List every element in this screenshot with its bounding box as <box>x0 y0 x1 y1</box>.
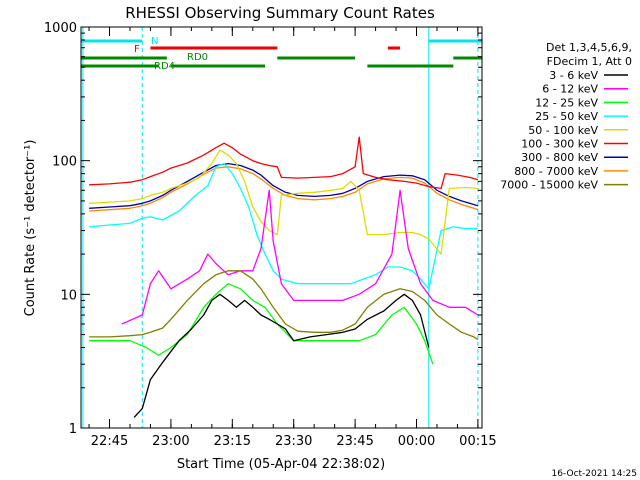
y-tick-label: 10 <box>60 288 77 303</box>
legend-label: 6 - 12 keV <box>542 83 598 96</box>
legend-header-line: FDecim 1, Att 0 <box>547 55 632 68</box>
legend-label: 100 - 300 keV <box>521 138 598 151</box>
series-line-5 <box>89 136 479 190</box>
legend-label: 3 - 6 keV <box>549 69 598 82</box>
rd4-flag-label: RD4 <box>154 61 175 72</box>
x-tick-label: 22:45 <box>91 434 128 449</box>
series-line-2 <box>89 283 434 365</box>
legend-label: 50 - 100 keV <box>528 124 598 137</box>
timestamp: 16-Oct-2021 14:25 <box>552 469 637 479</box>
x-tick-label: 00:15 <box>459 434 496 449</box>
x-tick-label: 23:30 <box>275 434 312 449</box>
legend-label: 7000 - 15000 keV <box>500 179 598 192</box>
series-line-6 <box>89 162 479 209</box>
series-line-4 <box>89 149 478 255</box>
flare-flag-label: F <box>134 44 140 55</box>
series-line-1 <box>121 189 479 325</box>
x-tick-label: 00:00 <box>398 434 435 449</box>
legend-label: 25 - 50 keV <box>535 110 598 123</box>
legend-header-line: Det 1,3,4,5,6,9, <box>546 41 632 54</box>
legend-label: 800 - 7000 keV <box>514 165 598 178</box>
x-tick-label: 23:45 <box>336 434 373 449</box>
rd0-flag-label: RD0 <box>187 52 208 63</box>
flag-bars: NF RD0 RD4 <box>80 27 482 428</box>
series-line-8 <box>89 270 479 340</box>
x-tick-label: 23:15 <box>214 434 251 449</box>
y-tick-label: 1 <box>69 422 77 437</box>
axes: 22:45 23:00 23:15 23:30 23:45 00:00 00:15 1 10 10… <box>44 21 497 449</box>
series-line-0 <box>133 293 430 418</box>
series-lines <box>89 136 479 418</box>
x-tick-label: 23:00 <box>152 434 189 449</box>
legend: Det 1,3,4,5,6,9,FDecim 1, Att 03 - 6 keV… <box>500 41 632 192</box>
y-axis-label: Count Rate (s⁻¹ detector⁻¹) <box>23 140 38 317</box>
legend-label: 300 - 800 keV <box>521 151 598 164</box>
y-tick-label: 1000 <box>44 21 77 36</box>
x-axis-label: Start Time (05-Apr-04 22:38:02) <box>177 457 385 472</box>
y-tick-label: 100 <box>52 155 77 170</box>
night-flag-label: N <box>151 36 158 47</box>
legend-label: 12 - 25 keV <box>535 96 598 109</box>
chart-title: RHESSI Observing Summary Count Rates <box>125 4 435 22</box>
plot-frame <box>80 26 483 429</box>
